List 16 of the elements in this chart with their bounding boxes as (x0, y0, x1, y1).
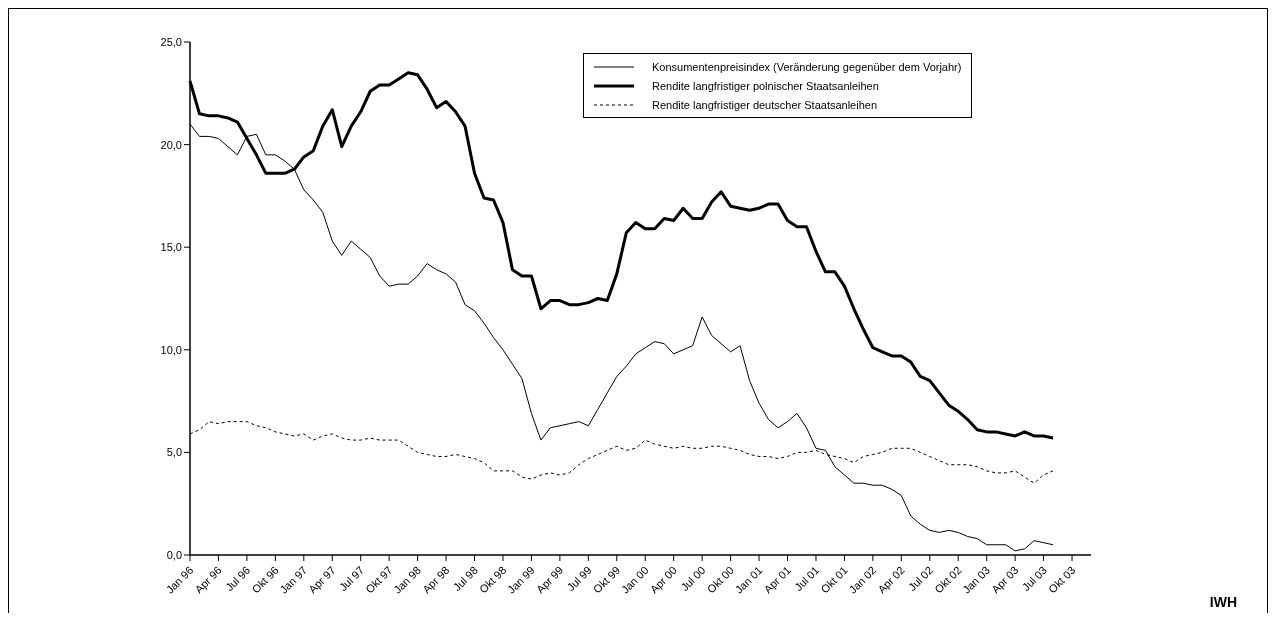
y-tick-label: 15,0 (160, 241, 182, 254)
x-tick-label: Jul 03 (1019, 563, 1049, 594)
text: IWH (1209, 594, 1237, 610)
x-tick-label: Apr 00 (647, 563, 680, 596)
y-tick-label: 5,0 (166, 446, 182, 459)
y-tick-label: 25,0 (160, 35, 182, 48)
x-tick-label: Jul 98 (450, 563, 480, 594)
x-tick-label: Okt 03 (1046, 563, 1078, 596)
legend-label: Rendite langfristiger deutscher Staatsanleihen (652, 98, 878, 111)
y-tick-label: 0,0 (166, 548, 182, 561)
y-tick-label: 20,0 (160, 138, 182, 151)
legend-label: Rendite langfristiger polnischer Staatsanleihen (652, 79, 879, 92)
x-tick-label: Apr 02 (875, 563, 907, 596)
legend-label: Konsumentenpreisindex (Veränderung gegenüber dem Vorjahr) (652, 60, 962, 73)
x-tick-label: Apr 03 (989, 563, 1021, 596)
y-tick-label: 10,0 (160, 343, 182, 356)
